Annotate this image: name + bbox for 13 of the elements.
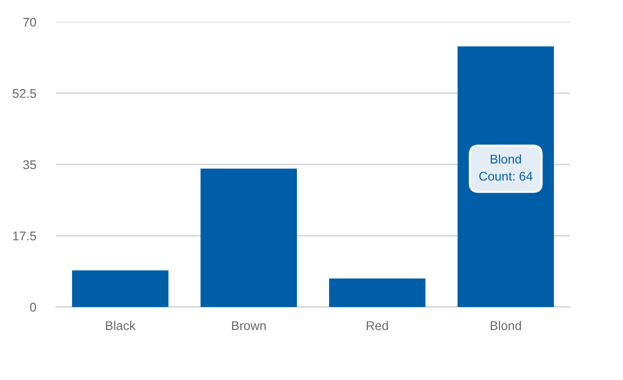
y-tick-label: 35	[23, 160, 36, 170]
x-tick-label: Red	[366, 320, 388, 330]
y-tick-label: 0	[30, 302, 36, 312]
y-tick-label: 17.5	[13, 232, 36, 240]
x-tick-label: Black	[106, 320, 136, 330]
bar	[200, 168, 297, 307]
annotation: Blond Count: 64	[479, 154, 532, 181]
x-tick-label: Brown	[232, 321, 266, 330]
x-tick-label: Blond	[490, 320, 521, 330]
bar	[72, 270, 168, 307]
y-tick-label: 70	[23, 18, 36, 27]
bar	[329, 278, 426, 307]
y-tick-label: 52.5	[12, 89, 36, 98]
